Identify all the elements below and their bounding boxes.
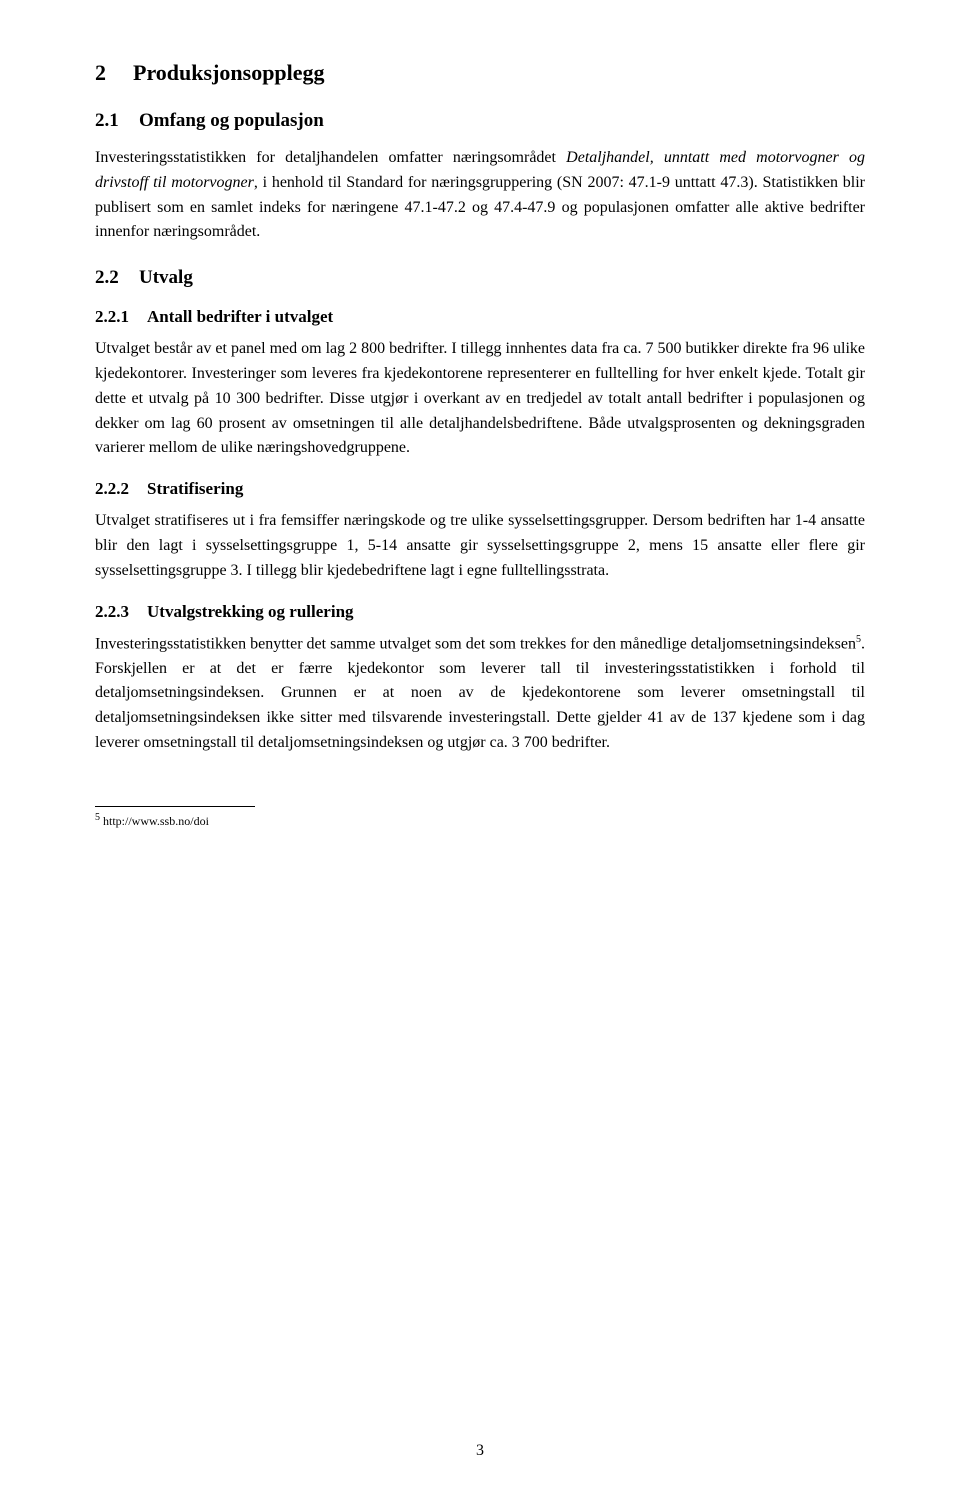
heading-level-2: 2.2Utvalg: [95, 267, 865, 289]
heading-number: 2.1: [95, 110, 139, 132]
heading-text: Utvalg: [139, 267, 193, 288]
footnote-separator: [95, 806, 255, 807]
text-run: Investeringsstatistikken for detaljhande…: [95, 149, 566, 166]
heading-number: 2.2: [95, 267, 139, 289]
heading-number: 2.2.2: [95, 479, 147, 499]
heading-level-3: 2.2.1Antall bedrifter i utvalget: [95, 307, 865, 327]
heading-level-1: 2Produksjonsopplegg: [95, 60, 865, 86]
text-run: Investeringsstatistikken benytter det sa…: [95, 635, 856, 652]
heading-level-2: 2.1Omfang og populasjon: [95, 110, 865, 132]
text-run: . Forskjellen er at det er færre kjedeko…: [95, 635, 865, 751]
heading-level-3: 2.2.2Stratifisering: [95, 479, 865, 499]
heading-text: Produksjonsopplegg: [133, 60, 325, 85]
paragraph: Utvalget består av et panel med om lag 2…: [95, 337, 865, 461]
heading-text: Antall bedrifter i utvalget: [147, 307, 333, 326]
page-number: 3: [0, 1442, 960, 1460]
paragraph: Investeringsstatistikken benytter det sa…: [95, 632, 865, 756]
paragraph: Investeringsstatistikken for detaljhande…: [95, 146, 865, 245]
heading-number: 2.2.1: [95, 307, 147, 327]
heading-text: Stratifisering: [147, 479, 243, 498]
footnote-text: http://www.ssb.no/doi: [100, 814, 209, 828]
paragraph: Utvalget stratifiseres ut i fra femsiffe…: [95, 509, 865, 583]
heading-number: 2.2.3: [95, 602, 147, 622]
document-page: 2Produksjonsopplegg 2.1Omfang og populas…: [0, 0, 960, 1490]
heading-text: Utvalgstrekking og rullering: [147, 602, 354, 621]
heading-level-3: 2.2.3Utvalgstrekking og rullering: [95, 602, 865, 622]
footnote: 5 http://www.ssb.no/doi: [95, 811, 865, 830]
heading-number: 2: [95, 60, 133, 86]
heading-text: Omfang og populasjon: [139, 110, 324, 131]
